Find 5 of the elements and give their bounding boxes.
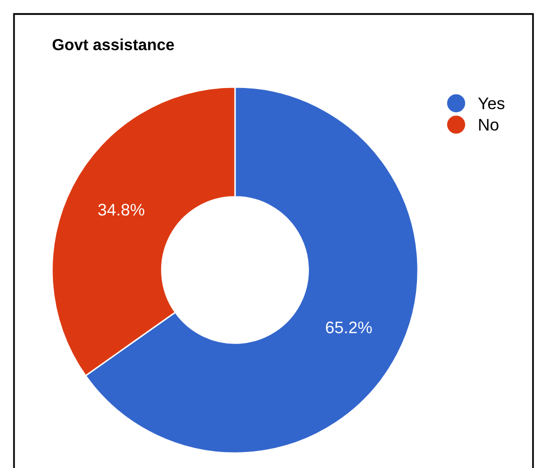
data-label: 65.2%	[326, 322, 372, 334]
legend-label: No	[479, 118, 498, 131]
data-label: 34.8%	[98, 204, 144, 216]
chart-title: Govt assistance	[52, 38, 174, 50]
legend-label: Yes	[478, 98, 504, 110]
